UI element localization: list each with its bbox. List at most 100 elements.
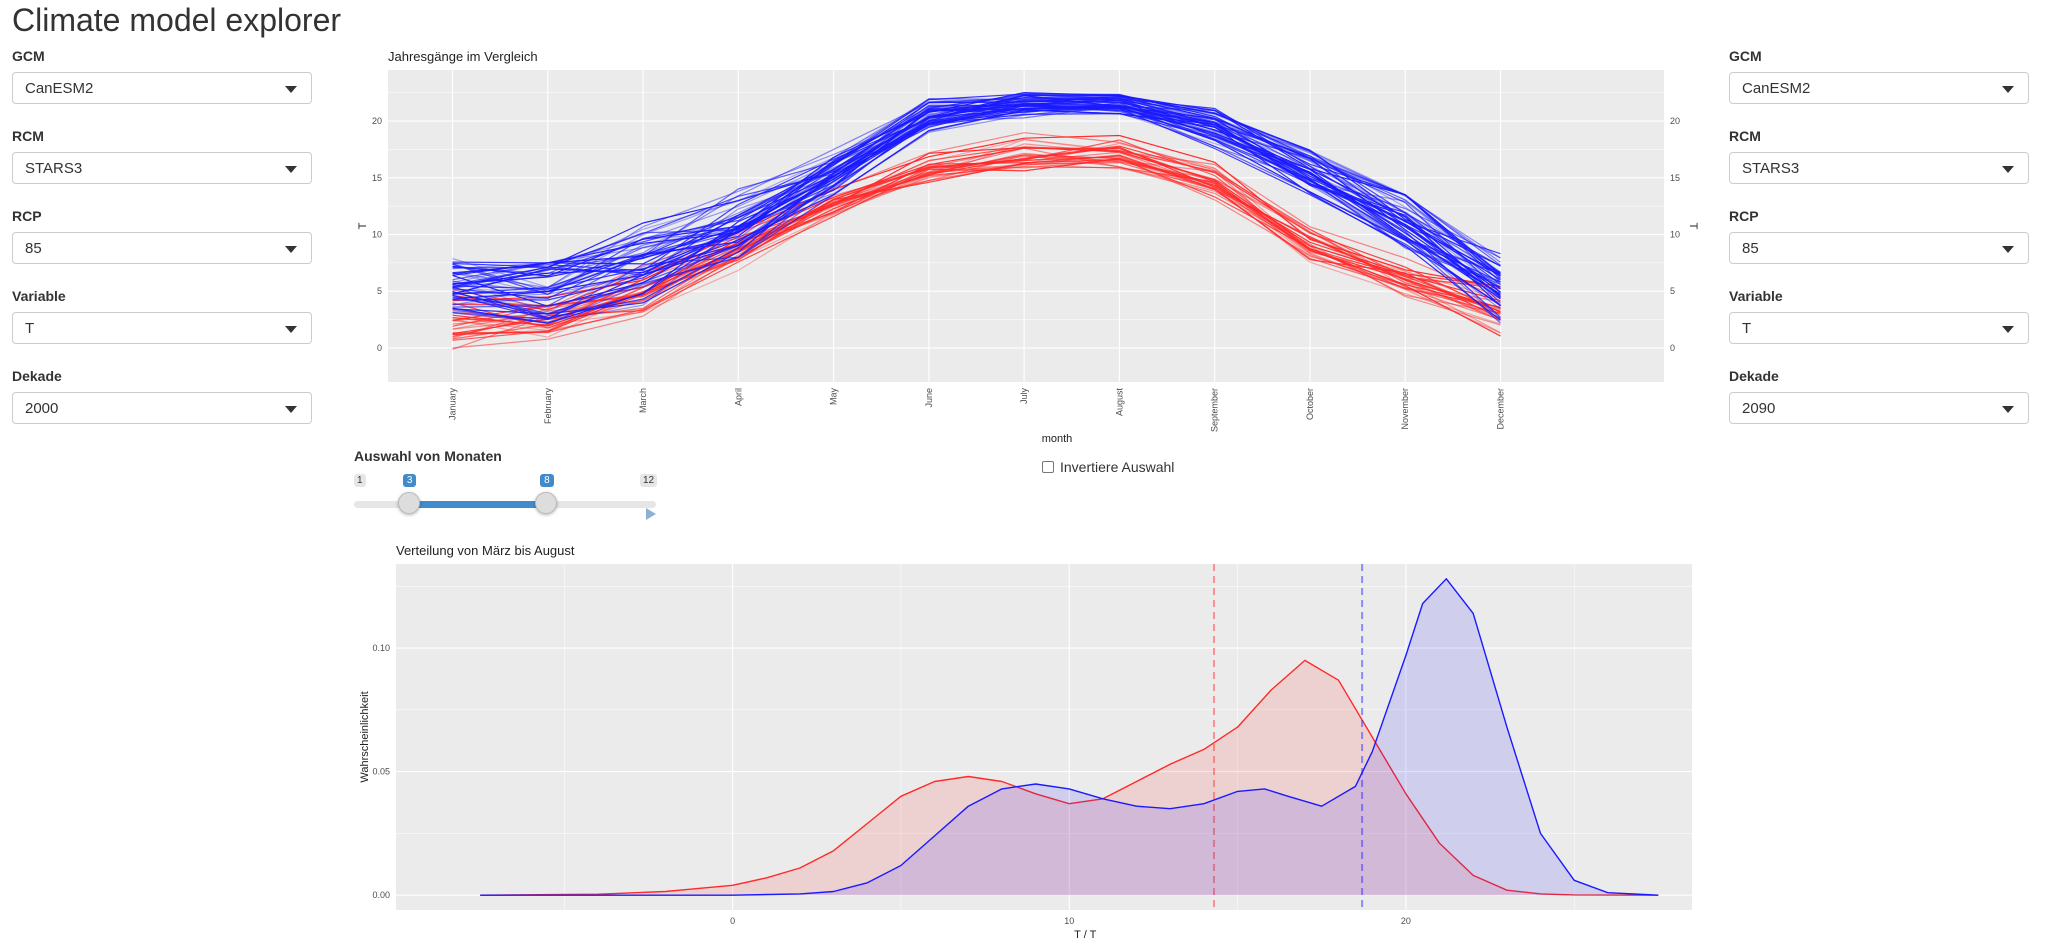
y-tick-label: 5 — [377, 286, 382, 296]
left-rcp-control: RCP 85 — [12, 208, 314, 288]
left-variable-value: T — [25, 319, 35, 337]
ensemble-member-line — [452, 105, 1501, 325]
ensemble-member-line — [452, 109, 1501, 321]
ensemble-member-line — [452, 105, 1501, 324]
slider-to-label: 8 — [540, 474, 554, 487]
right-dekade-select[interactable]: 2090 — [1729, 392, 2029, 424]
right-gcm-select[interactable]: CanESM2 — [1729, 72, 2029, 104]
x-tick-label: 20 — [1401, 916, 1411, 926]
x-tick-label: 10 — [1064, 916, 1074, 926]
x-tick-label: February — [543, 388, 553, 425]
chevron-down-icon — [2002, 246, 2014, 253]
y-tick-label: 10 — [372, 230, 382, 240]
slider-to-handle[interactable] — [535, 492, 558, 514]
invert-selection-option[interactable]: Invertiere Auswahl — [1042, 459, 1174, 475]
x-tick-label: November — [1400, 388, 1410, 430]
slider-from-label: 3 — [402, 474, 417, 487]
right-rcp-control: RCP 85 — [1729, 208, 2031, 288]
chevron-down-icon — [285, 406, 297, 413]
chart-title: Verteilung von März bis August — [396, 543, 575, 558]
ensemble-member-line — [452, 94, 1501, 269]
ensemble-member-line — [452, 93, 1501, 289]
left-variable-select[interactable]: T — [12, 312, 312, 344]
right-gcm-label: GCM — [1729, 48, 1762, 64]
ensemble-member-line — [452, 104, 1501, 299]
density-line — [480, 659, 1659, 896]
x-tick-label: 0 — [730, 916, 735, 926]
ensemble-member-line — [452, 146, 1501, 321]
x-tick-label: September — [1210, 388, 1220, 432]
slider-selected-range — [408, 501, 547, 508]
right-variable-label: Variable — [1729, 288, 1783, 304]
right-rcp-label: RCP — [1729, 208, 1759, 224]
seasonal-cycle-chart: Jahresgänge im Vergleich 0 0 5 5 10 10 15 15 20 20… — [357, 49, 1699, 445]
play-icon[interactable] — [646, 508, 656, 520]
density-area — [480, 660, 1659, 896]
chart-title: Jahresgänge im Vergleich — [388, 49, 538, 64]
left-rcp-label: RCP — [12, 208, 42, 224]
y-axis-label: Wahrscheinlichkeit — [359, 691, 371, 782]
left-dekade-label: Dekade — [12, 368, 62, 384]
ensemble-member-line — [452, 147, 1501, 309]
ensemble-member-line — [452, 109, 1501, 315]
month-range-slider: Auswahl von Monaten 1 12 3 8 — [354, 448, 664, 528]
density-area — [480, 578, 1659, 896]
left-rcp-select[interactable]: 85 — [12, 232, 312, 264]
right-rcm-select[interactable]: STARS3 — [1729, 152, 2029, 184]
ensemble-member-line — [452, 104, 1501, 315]
x-tick-label: June — [924, 388, 934, 408]
ensemble-2090 — [452, 91, 1501, 325]
x-tick-label: May — [829, 388, 839, 406]
left-dekade-select[interactable]: 2000 — [12, 392, 312, 424]
plot-panel — [388, 70, 1664, 382]
left-gcm-select[interactable]: CanESM2 — [12, 72, 312, 104]
x-axis-label: T / T — [1074, 929, 1096, 941]
left-variable-label: Variable — [12, 288, 66, 304]
chevron-down-icon — [2002, 86, 2014, 93]
invert-selection-checkbox[interactable] — [1042, 461, 1054, 473]
slider-label: Auswahl von Monaten — [354, 448, 502, 464]
slider-min-label: 1 — [354, 474, 366, 487]
x-tick-label: January — [448, 388, 458, 421]
chevron-down-icon — [285, 326, 297, 333]
x-tick-label: August — [1114, 388, 1124, 417]
left-gcm-label: GCM — [12, 48, 45, 64]
ensemble-member-line — [452, 99, 1501, 308]
ensemble-member-line — [452, 106, 1501, 307]
y-tick-label: 20 — [372, 116, 382, 126]
chevron-down-icon — [2002, 326, 2014, 333]
distribution-chart: Verteilung von März bis August 0.00 0.05 0.… — [359, 543, 1692, 941]
ensemble-member-line — [452, 146, 1501, 306]
right-rcp-value: 85 — [1742, 239, 1759, 257]
left-rcp-value: 85 — [25, 239, 42, 257]
ensemble-2000 — [452, 132, 1501, 350]
ensemble-member-line — [452, 154, 1501, 335]
right-dekade-value: 2090 — [1742, 399, 1776, 417]
right-rcm-label: RCM — [1729, 128, 1761, 144]
left-dekade-control: Dekade 2000 — [12, 368, 314, 448]
left-rcm-select[interactable]: STARS3 — [12, 152, 312, 184]
x-tick-label: March — [638, 388, 648, 413]
right-dekade-label: Dekade — [1729, 368, 1779, 384]
x-tick-label: April — [733, 388, 743, 406]
left-variable-control: Variable T — [12, 288, 314, 368]
invert-selection-label: Invertiere Auswahl — [1060, 459, 1175, 475]
right-rcm-value: STARS3 — [1742, 159, 1800, 177]
x-axis-label: month — [1042, 433, 1073, 445]
right-variable-value: T — [1742, 319, 1752, 337]
chevron-down-icon — [285, 166, 297, 173]
chevron-down-icon — [285, 86, 297, 93]
right-variable-select[interactable]: T — [1729, 312, 2029, 344]
y-tick-label-right: 20 — [1670, 116, 1680, 126]
right-rcm-control: RCM STARS3 — [1729, 128, 2031, 208]
right-gcm-control: GCM CanESM2 — [1729, 48, 2031, 128]
left-control-panel: GCM CanESM2 RCM STARS3 RCP 85 Variable T… — [12, 48, 314, 448]
slider-from-handle[interactable] — [397, 492, 420, 514]
y-tick-label: 15 — [372, 173, 382, 183]
y-tick-label-right: 5 — [1670, 286, 1675, 296]
right-variable-control: Variable T — [1729, 288, 2031, 368]
right-rcp-select[interactable]: 85 — [1729, 232, 2029, 264]
y-axis-label: T — [357, 222, 369, 229]
left-gcm-control: GCM CanESM2 — [12, 48, 314, 128]
x-tick-label: December — [1496, 388, 1506, 430]
